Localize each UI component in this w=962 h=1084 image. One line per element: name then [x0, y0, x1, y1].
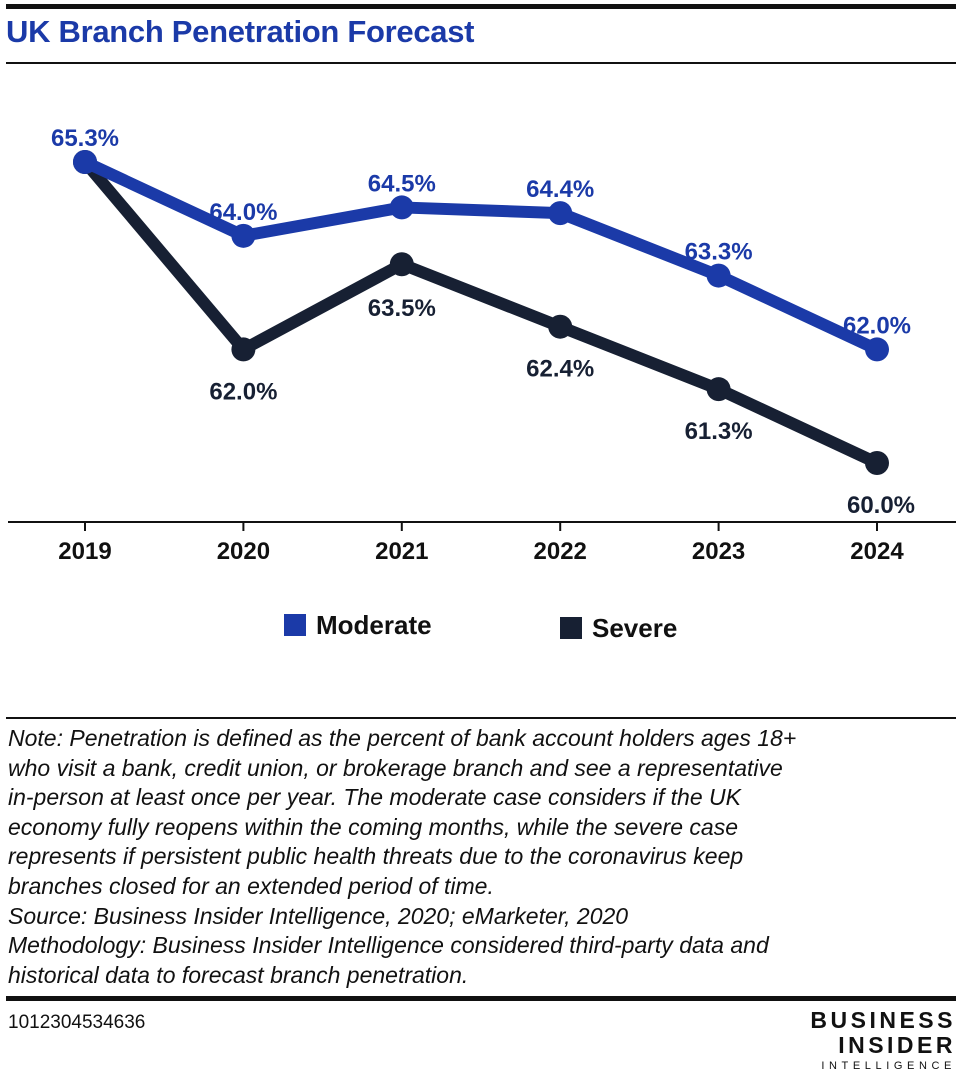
data-label-moderate: 64.0% [209, 199, 277, 226]
note-line: represents if persistent public health t… [8, 843, 744, 870]
data-label-moderate: 65.3% [51, 125, 119, 152]
series-line-severe [79, 156, 883, 469]
x-tick-label: 2019 [58, 538, 111, 565]
x-tick-label: 2024 [850, 538, 904, 565]
methodology-line: historical data to forecast branch penet… [8, 961, 469, 988]
source-line: Source: Business Insider Intelligence, 2… [8, 902, 629, 929]
data-point-moderate [389, 195, 414, 220]
data-label-severe: 62.0% [209, 378, 277, 405]
data-point-severe [389, 252, 414, 277]
notes-rule [6, 717, 956, 719]
x-tick-label: 2023 [692, 538, 745, 565]
data-label-severe: 62.4% [526, 356, 594, 383]
data-label-severe: 60.0% [847, 492, 915, 519]
business-insider-logo: BUSINESS INSIDER INTELLIGENCE [806, 1008, 956, 1074]
data-label-moderate: 64.4% [526, 176, 594, 203]
note-line: who visit a bank, credit union, or broke… [8, 754, 783, 781]
data-point-moderate [865, 337, 889, 362]
legend-swatch-severe [560, 617, 582, 639]
logo-line: INTELLIGENCE [821, 1060, 956, 1072]
data-label-moderate: 62.0% [843, 312, 911, 339]
data-label-severe: 63.5% [368, 295, 436, 322]
data-point-moderate [548, 201, 573, 226]
x-tick-label: 2020 [217, 538, 270, 565]
top-rule [6, 4, 956, 9]
bottom-rule [6, 996, 956, 1001]
data-label-moderate: 64.5% [368, 170, 436, 197]
data-point-severe [548, 314, 573, 339]
chart-notes: Note: Penetration is defined as the perc… [8, 724, 953, 990]
data-point-severe [706, 377, 731, 402]
chart-id: 1012304534636 [8, 1012, 146, 1033]
logo-line: INSIDER [838, 1032, 956, 1058]
x-tick-label: 2022 [534, 538, 587, 565]
data-point-moderate [73, 150, 97, 174]
series-line-moderate [79, 156, 883, 356]
legend-label-severe: Severe [592, 613, 677, 643]
data-point-severe [231, 337, 256, 362]
x-tick-label: 2021 [375, 538, 428, 565]
note-line: branches closed for an extended period o… [8, 872, 494, 899]
title-rule [6, 62, 956, 64]
data-label-moderate: 63.3% [685, 239, 753, 266]
note-line: in-person at least once per year. The mo… [8, 784, 741, 811]
data-label-severe: 61.3% [685, 418, 753, 445]
data-point-severe [865, 451, 889, 475]
data-point-moderate [706, 263, 731, 288]
data-point-moderate [231, 223, 256, 248]
note-line: Note: Penetration is defined as the perc… [8, 725, 797, 751]
line-chart: 2019 2020 2021 2022 2023 2024 65.3% 64.0% 64.5% 6… [8, 125, 956, 643]
note-line: economy fully reopens within the coming … [8, 813, 738, 840]
legend-swatch-moderate [284, 614, 306, 636]
logo-line: BUSINESS [810, 1007, 956, 1033]
chart-title: UK Branch Penetration Forecast [6, 14, 475, 49]
legend-label-moderate: Moderate [316, 610, 432, 640]
methodology-line: Methodology: Business Insider Intelligen… [8, 932, 769, 959]
